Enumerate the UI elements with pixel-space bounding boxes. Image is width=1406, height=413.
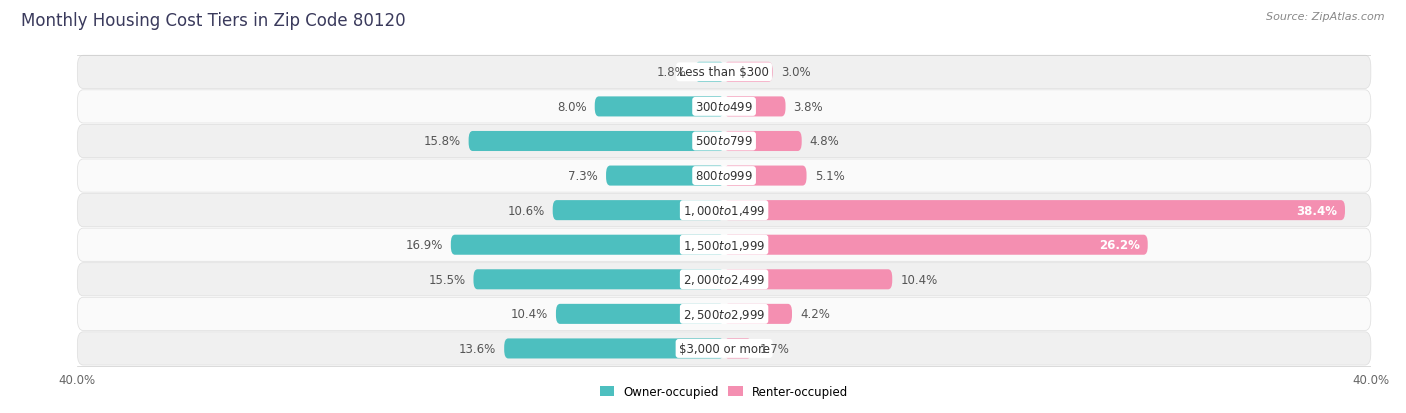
Text: 10.6%: 10.6%: [508, 204, 544, 217]
FancyBboxPatch shape: [724, 339, 752, 358]
FancyBboxPatch shape: [77, 56, 1371, 89]
FancyBboxPatch shape: [77, 194, 1371, 227]
FancyBboxPatch shape: [724, 97, 786, 117]
Text: 3.0%: 3.0%: [780, 66, 810, 79]
Text: Monthly Housing Cost Tiers in Zip Code 80120: Monthly Housing Cost Tiers in Zip Code 8…: [21, 12, 406, 30]
Text: $500 to $799: $500 to $799: [695, 135, 754, 148]
Text: 13.6%: 13.6%: [458, 342, 496, 355]
Text: 26.2%: 26.2%: [1098, 239, 1140, 252]
Text: 4.8%: 4.8%: [810, 135, 839, 148]
Text: 16.9%: 16.9%: [405, 239, 443, 252]
FancyBboxPatch shape: [77, 263, 1371, 296]
Text: 10.4%: 10.4%: [900, 273, 938, 286]
FancyBboxPatch shape: [77, 332, 1371, 365]
FancyBboxPatch shape: [724, 235, 1147, 255]
Text: $300 to $499: $300 to $499: [695, 101, 754, 114]
FancyBboxPatch shape: [77, 228, 1371, 262]
Text: 4.2%: 4.2%: [800, 308, 830, 320]
Legend: Owner-occupied, Renter-occupied: Owner-occupied, Renter-occupied: [595, 380, 853, 403]
Text: 5.1%: 5.1%: [814, 170, 845, 183]
FancyBboxPatch shape: [77, 125, 1371, 158]
Text: $3,000 or more: $3,000 or more: [679, 342, 769, 355]
Text: $1,000 to $1,499: $1,000 to $1,499: [683, 204, 765, 218]
Text: 8.0%: 8.0%: [557, 101, 586, 114]
FancyBboxPatch shape: [724, 132, 801, 152]
Text: $2,500 to $2,999: $2,500 to $2,999: [683, 307, 765, 321]
Text: Less than $300: Less than $300: [679, 66, 769, 79]
Text: 38.4%: 38.4%: [1296, 204, 1337, 217]
FancyBboxPatch shape: [77, 159, 1371, 193]
Text: 1.8%: 1.8%: [657, 66, 688, 79]
FancyBboxPatch shape: [724, 63, 773, 83]
FancyBboxPatch shape: [724, 270, 893, 290]
Text: 15.5%: 15.5%: [429, 273, 465, 286]
Text: $1,500 to $1,999: $1,500 to $1,999: [683, 238, 765, 252]
FancyBboxPatch shape: [474, 270, 724, 290]
Text: $800 to $999: $800 to $999: [695, 170, 754, 183]
FancyBboxPatch shape: [606, 166, 724, 186]
Text: 3.8%: 3.8%: [793, 101, 824, 114]
FancyBboxPatch shape: [595, 97, 724, 117]
FancyBboxPatch shape: [695, 63, 724, 83]
Text: 15.8%: 15.8%: [423, 135, 461, 148]
FancyBboxPatch shape: [555, 304, 724, 324]
FancyBboxPatch shape: [724, 304, 792, 324]
FancyBboxPatch shape: [468, 132, 724, 152]
Text: $2,000 to $2,499: $2,000 to $2,499: [683, 273, 765, 287]
Text: Source: ZipAtlas.com: Source: ZipAtlas.com: [1267, 12, 1385, 22]
FancyBboxPatch shape: [724, 166, 807, 186]
FancyBboxPatch shape: [77, 297, 1371, 331]
FancyBboxPatch shape: [77, 90, 1371, 124]
Text: 1.7%: 1.7%: [759, 342, 790, 355]
Text: 7.3%: 7.3%: [568, 170, 598, 183]
FancyBboxPatch shape: [451, 235, 724, 255]
FancyBboxPatch shape: [505, 339, 724, 358]
Text: 10.4%: 10.4%: [510, 308, 548, 320]
FancyBboxPatch shape: [724, 201, 1346, 221]
FancyBboxPatch shape: [553, 201, 724, 221]
